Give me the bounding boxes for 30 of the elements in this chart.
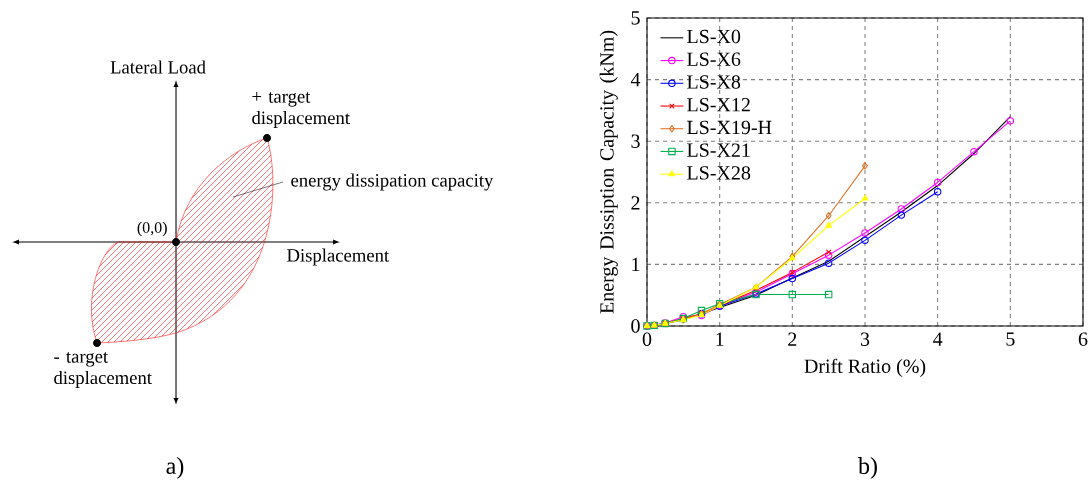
legend-label: LS-X21 — [687, 143, 750, 157]
y-axis-title: Energy Dissiption Capacity (kNm) — [599, 30, 618, 314]
legend-label: LS-X6 — [687, 52, 741, 66]
text: a) — [166, 457, 184, 479]
text: - target displacement — [54, 352, 152, 388]
text: b) — [858, 457, 877, 479]
x-tick-label: 0 — [642, 332, 652, 346]
legend-label: LS-X8 — [687, 75, 741, 89]
x-tick-label: 3 — [860, 332, 870, 346]
y-tick-label: 2 — [631, 196, 640, 210]
legend-label: LS-X0 — [687, 29, 741, 44]
x-tick-label: 4 — [933, 332, 943, 346]
text: Lateral Load — [110, 60, 206, 74]
x-tick-label: 5 — [1006, 332, 1015, 346]
y-tick-label: 4 — [630, 73, 641, 87]
y-tick-label: 3 — [631, 134, 640, 148]
y-tick-label: 5 — [631, 11, 640, 25]
x-tick-label: 6 — [1078, 332, 1088, 346]
legend-label: LS-X28 — [687, 166, 751, 180]
y-tick-label: 1 — [632, 257, 640, 271]
text: energy dissipation capacity — [291, 173, 494, 191]
text: Displacement — [287, 248, 390, 266]
y-tick-label: 0 — [631, 319, 640, 333]
text: + target displacement — [252, 92, 350, 128]
legend-label: LS-X19-H — [687, 120, 772, 135]
legend-label: LS-X12 — [687, 98, 750, 112]
x-tick-label: 1 — [716, 332, 724, 346]
text: (0,0) — [137, 221, 167, 237]
x-tick-label: 2 — [788, 332, 797, 346]
x-axis-title: Drift Ratio (%) — [804, 358, 926, 378]
